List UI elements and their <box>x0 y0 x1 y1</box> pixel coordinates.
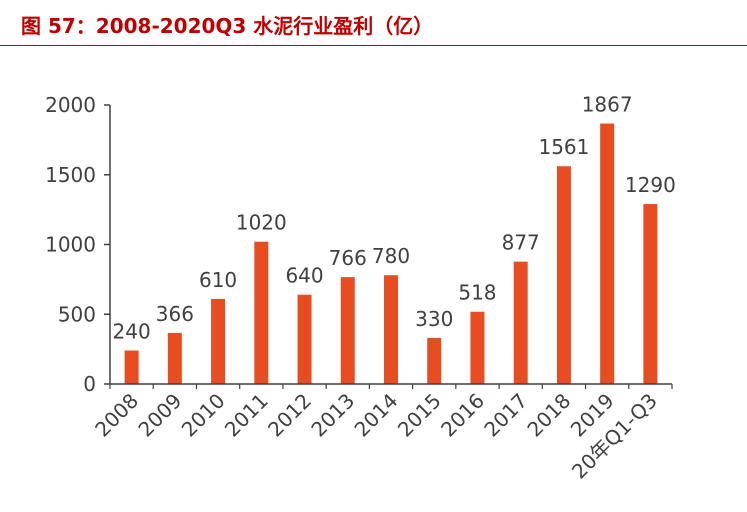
x-tick-label: 2010 <box>177 389 230 442</box>
bar <box>427 337 442 384</box>
x-tick-label: 2016 <box>436 389 489 442</box>
y-axis-ticks: 0 500 1000 1500 2000 <box>45 93 110 396</box>
y-tick-label: 1500 <box>45 163 96 187</box>
x-tick-label: 2008 <box>90 389 143 442</box>
bar-value-label: 330 <box>415 307 453 331</box>
title-bar: 图 57：2008-2020Q3 水泥行业盈利（亿） <box>0 0 747 46</box>
bar-value-label: 518 <box>458 281 496 305</box>
bars <box>124 123 658 384</box>
y-tick-label: 0 <box>83 372 96 396</box>
bar-value-label: 366 <box>156 302 194 326</box>
bar <box>556 166 571 384</box>
bar-value-label: 1561 <box>538 135 589 159</box>
bar-value-label: 240 <box>113 320 151 344</box>
x-tick-label: 2013 <box>306 389 359 442</box>
bar <box>167 332 182 384</box>
x-tick-label: 2017 <box>479 389 532 442</box>
x-tick-label: 2011 <box>220 389 273 442</box>
x-axis-ticks: 2008200920102011201220132014201520162017… <box>90 384 673 484</box>
y-tick-label: 2000 <box>45 93 96 117</box>
bar <box>470 311 485 384</box>
bar <box>297 294 312 384</box>
x-tick-label: 2012 <box>263 389 316 442</box>
chart-title: 图 57：2008-2020Q3 水泥行业盈利（亿） <box>21 14 434 38</box>
bar-value-label: 780 <box>372 244 410 268</box>
bar-value-label: 766 <box>329 246 367 270</box>
bar-value-label: 1020 <box>236 211 287 235</box>
bar-value-label: 1867 <box>582 93 633 117</box>
bar-value-label: 610 <box>199 268 237 292</box>
bar <box>211 298 226 384</box>
x-tick-label: 2014 <box>350 389 403 442</box>
y-tick-label: 500 <box>58 302 96 326</box>
bar <box>340 277 355 384</box>
x-tick-label: 2015 <box>393 389 446 442</box>
bar <box>513 261 528 384</box>
bar-value-label: 640 <box>285 264 323 288</box>
bar <box>124 350 139 384</box>
x-tick-label: 2018 <box>522 389 575 442</box>
bar <box>384 275 398 384</box>
bar <box>254 241 269 384</box>
y-tick-label: 1000 <box>45 233 96 257</box>
x-tick-label: 2009 <box>133 389 186 442</box>
bar-value-label: 877 <box>502 231 540 255</box>
bar <box>643 204 658 384</box>
bar-value-label: 1290 <box>625 173 676 197</box>
bar <box>600 123 615 384</box>
